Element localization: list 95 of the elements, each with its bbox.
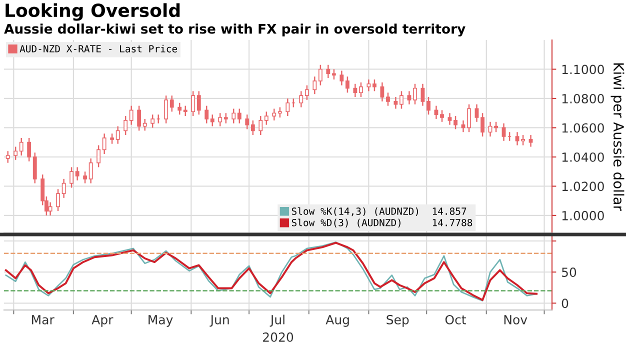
candlestick [258,115,263,136]
candlestick [304,84,309,101]
chart-subtitle: Aussie dollar-kiwi set to rise with FX pair in oversold territory [4,24,466,36]
y-tick-label: 1.1000 [562,64,604,74]
candlestick [237,108,242,124]
y-tick-label: 0 [562,298,568,308]
y-axis-title: Kiwi per Aussie dollar [610,63,624,211]
candlestick [178,102,182,116]
candlestick [191,90,196,117]
candlestick [250,120,255,136]
y-tick-label: 1.0200 [562,182,604,192]
y-tick-label: 1.0800 [562,94,604,104]
x-tick-label: Jun [210,315,229,327]
y-tick-label: 1.0600 [562,123,604,133]
candlestick [528,134,533,148]
candlestick [88,158,93,184]
candlestick [196,90,201,116]
candlestick [332,68,336,80]
candlestick [124,115,128,136]
candlestick [467,104,471,133]
candlestick [480,112,484,138]
candlestick [170,94,174,112]
legend-label: AUD-NZD X-RATE - Last Price [20,44,178,52]
x-tick-label: Oct [445,314,466,324]
x-tick-label: Mar [32,315,54,324]
candlestick [372,78,376,92]
candlestick [407,90,412,105]
y-tick-label: 1.0400 [562,152,604,162]
candlestick [204,105,209,124]
x-tick-label: Jul [270,314,284,327]
candlestick [218,112,222,127]
y-tick-label: 1.0000 [562,210,604,220]
candlestick [116,126,120,144]
candlestick [326,64,330,79]
candlestick [14,146,18,161]
candlestick [75,166,80,181]
candlestick [110,132,114,144]
legend-label: Slow %K(14,3) (AUDNZD) 14.857 [292,207,466,216]
candlestick [454,115,458,130]
x-tick-label: May [148,315,173,327]
candlestick [56,188,60,212]
candlestick [142,118,147,132]
candlestick [48,202,52,216]
candlestick [70,166,74,188]
candlestick [210,114,214,127]
x-axis-title: 2020 [263,332,294,342]
x-tick-label: Nov [504,315,528,324]
candlestick [272,108,276,122]
candlestick [448,112,452,126]
x-tick-label: Sep [386,314,409,327]
candlestick [474,104,479,123]
candlestick [102,132,106,155]
chart-title: Looking Oversold [6,3,180,21]
y-tick-label: 50 [562,268,576,277]
candlestick [359,82,363,98]
x-tick-label: Aug [326,315,349,327]
candlestick [494,121,498,133]
candlestick [312,76,317,95]
candlestick [129,105,134,126]
candlestick [83,170,88,184]
candlestick [386,92,390,106]
legend-label: Slow %D(3) (AUDNZD) 14.7788 [292,218,472,228]
candlestick [6,150,10,164]
candlestick [502,122,506,142]
candlestick [27,137,32,162]
candlestick [394,96,398,110]
candlestick [420,83,425,106]
candlestick [353,83,358,98]
candlestick [340,70,344,86]
candlestick [440,110,444,123]
candlestick [19,137,24,156]
candlestick [137,105,142,132]
candlestick [32,152,37,184]
candlestick [346,76,350,94]
candlestick [264,111,268,126]
candlestick [245,114,250,130]
candlestick [299,90,304,108]
candlestick [164,94,168,124]
candlestick [318,64,322,86]
candlestick [286,98,290,117]
candlestick [426,96,430,116]
candlestick [380,82,384,102]
candlestick [400,90,404,110]
candlestick [183,105,188,117]
candlestick [366,78,371,92]
x-tick-label: Apr [92,315,114,327]
candlestick [515,131,520,146]
candlestick [278,106,282,118]
candlestick [413,83,417,105]
candlestick [521,134,526,146]
candlestick [224,112,228,124]
candlestick [232,108,236,124]
candlestick [96,144,101,168]
candlestick [62,178,66,199]
candlestick [150,114,155,128]
